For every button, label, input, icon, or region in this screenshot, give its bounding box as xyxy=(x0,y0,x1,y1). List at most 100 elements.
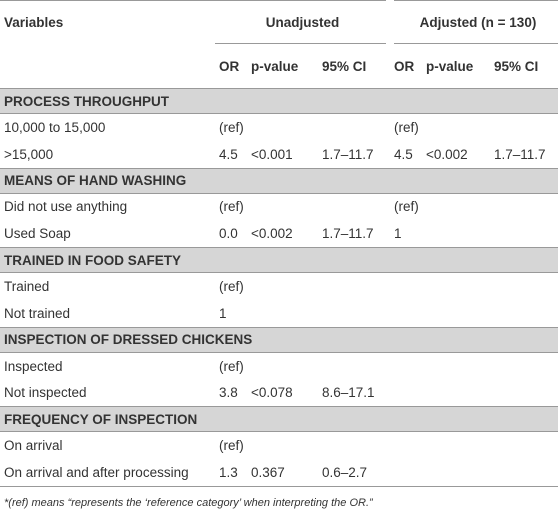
empty-cell xyxy=(390,432,422,459)
empty-cell xyxy=(318,352,390,379)
empty-cell xyxy=(490,300,558,327)
row-label: On arrival xyxy=(4,438,63,454)
empty-cell xyxy=(490,380,558,407)
empty-cell xyxy=(422,273,490,300)
empty-cell xyxy=(390,300,422,327)
empty-cell xyxy=(390,273,422,300)
cell: 1.3 xyxy=(215,459,247,487)
column-header: p-value xyxy=(247,43,318,89)
empty-cell xyxy=(490,459,558,487)
empty-cell xyxy=(490,220,558,247)
cell: 4.5 xyxy=(394,146,413,162)
cell: 1.7–11.7 xyxy=(494,146,546,162)
section-row: FREQUENCY OF INSPECTION xyxy=(0,406,558,433)
section-title: INSPECTION OF DRESSED CHICKENS xyxy=(0,326,558,353)
row-label: Inspected xyxy=(4,358,63,374)
empty-cell xyxy=(422,380,490,407)
section-row: INSPECTION OF DRESSED CHICKENS xyxy=(0,326,558,353)
empty-cell xyxy=(422,193,490,220)
empty-cell xyxy=(490,273,558,300)
cell: (ref) xyxy=(219,199,244,215)
empty-cell xyxy=(422,352,490,379)
data-row: On arrival (ref) xyxy=(0,432,558,459)
cell: 1 xyxy=(219,305,227,321)
row-label: Not trained xyxy=(4,305,71,321)
empty-cell xyxy=(247,273,318,300)
empty-cell xyxy=(318,300,390,327)
empty-cell xyxy=(247,352,318,379)
cell: (ref) xyxy=(219,438,244,454)
cell: <0.002 xyxy=(251,226,293,242)
cell: 3.8 xyxy=(219,385,238,401)
row-label: Used Soap xyxy=(4,226,71,242)
section-row: MEANS OF HAND WASHING xyxy=(0,167,558,194)
row-label: Not inspected xyxy=(4,385,87,401)
empty-cell xyxy=(247,300,318,327)
cell: <0.078 xyxy=(251,385,293,401)
empty-cell xyxy=(422,300,490,327)
section-row: TRAINED IN FOOD SAFETY xyxy=(0,247,558,274)
column-header: OR xyxy=(215,43,247,89)
group-header: Unadjusted xyxy=(215,0,390,44)
section-title: MEANS OF HAND WASHING xyxy=(0,167,558,194)
row-label: 10,000 to 15,000 xyxy=(4,119,106,135)
data-row: Not inspected 3.8 <0.078 8.6–17.1 xyxy=(0,380,558,407)
cell: 0.6–2.7 xyxy=(318,459,390,487)
empty-cell xyxy=(318,432,390,459)
cell: (ref) xyxy=(394,119,419,135)
group-header: Adjusted (n = 130) xyxy=(385,0,558,44)
empty-cell xyxy=(318,273,390,300)
column-header: 95% CI xyxy=(318,43,390,89)
data-row: 10,000 to 15,000 (ref) (ref) xyxy=(0,114,558,141)
section-row: PROCESS THROUGHPUT xyxy=(0,88,558,114)
empty-cell xyxy=(318,193,390,220)
cell: <0.002 xyxy=(426,146,468,162)
cell: (ref) xyxy=(219,358,244,374)
cell: (ref) xyxy=(219,119,244,135)
cell: 8.6–17.1 xyxy=(322,385,375,401)
empty-cell xyxy=(422,220,490,247)
cell: <0.001 xyxy=(251,146,293,162)
cell: (ref) xyxy=(394,199,419,215)
variables-header: Variables xyxy=(4,14,64,30)
empty-cell xyxy=(422,114,490,141)
row-label: Trained xyxy=(4,279,50,295)
empty-cell xyxy=(490,432,558,459)
cell: 0.0 xyxy=(219,226,238,242)
empty-cell xyxy=(390,380,422,407)
section-title: FREQUENCY OF INSPECTION xyxy=(0,406,558,433)
cell: 4.5 xyxy=(219,146,238,162)
cell: 1 xyxy=(394,226,402,242)
column-header: OR xyxy=(390,43,422,89)
results-table: Variables Unadjusted Adjusted (n = 130) … xyxy=(0,0,558,487)
cell: 1.7–11.7 xyxy=(322,146,374,162)
row-label: On arrival and after processing xyxy=(0,459,215,487)
empty-cell xyxy=(390,459,422,487)
data-row: Not trained 1 xyxy=(0,300,558,327)
empty-cell xyxy=(490,193,558,220)
section-title: PROCESS THROUGHPUT xyxy=(0,88,558,114)
cell: (ref) xyxy=(219,279,244,295)
data-row: On arrival and after processing 1.3 0.367 0… xyxy=(0,459,558,487)
column-header: p-value xyxy=(422,43,490,89)
column-header: 95% CI xyxy=(490,43,558,89)
data-row: >15,000 4.5 <0.001 1.7–11.7 4.5 <0.002 1.7–11.… xyxy=(0,141,558,168)
data-row: Did not use anything (ref) (ref) xyxy=(0,193,558,220)
empty-cell xyxy=(422,459,490,487)
empty-cell xyxy=(390,352,422,379)
cell: 1.7–11.7 xyxy=(322,226,374,242)
empty-cell xyxy=(247,193,318,220)
data-row: Inspected (ref) xyxy=(0,352,558,379)
empty-cell xyxy=(490,352,558,379)
section-title: TRAINED IN FOOD SAFETY xyxy=(0,247,558,274)
empty-cell xyxy=(318,114,390,141)
data-row: Used Soap 0.0 <0.002 1.7–11.7 1 xyxy=(0,220,558,247)
data-row: Trained (ref) xyxy=(0,273,558,300)
empty-cell xyxy=(490,114,558,141)
footnote: *(ref) means “represents the ‘reference … xyxy=(4,496,373,509)
row-label: >15,000 xyxy=(4,146,54,162)
empty-cell xyxy=(422,432,490,459)
empty-cell xyxy=(247,432,318,459)
empty-cell xyxy=(247,114,318,141)
